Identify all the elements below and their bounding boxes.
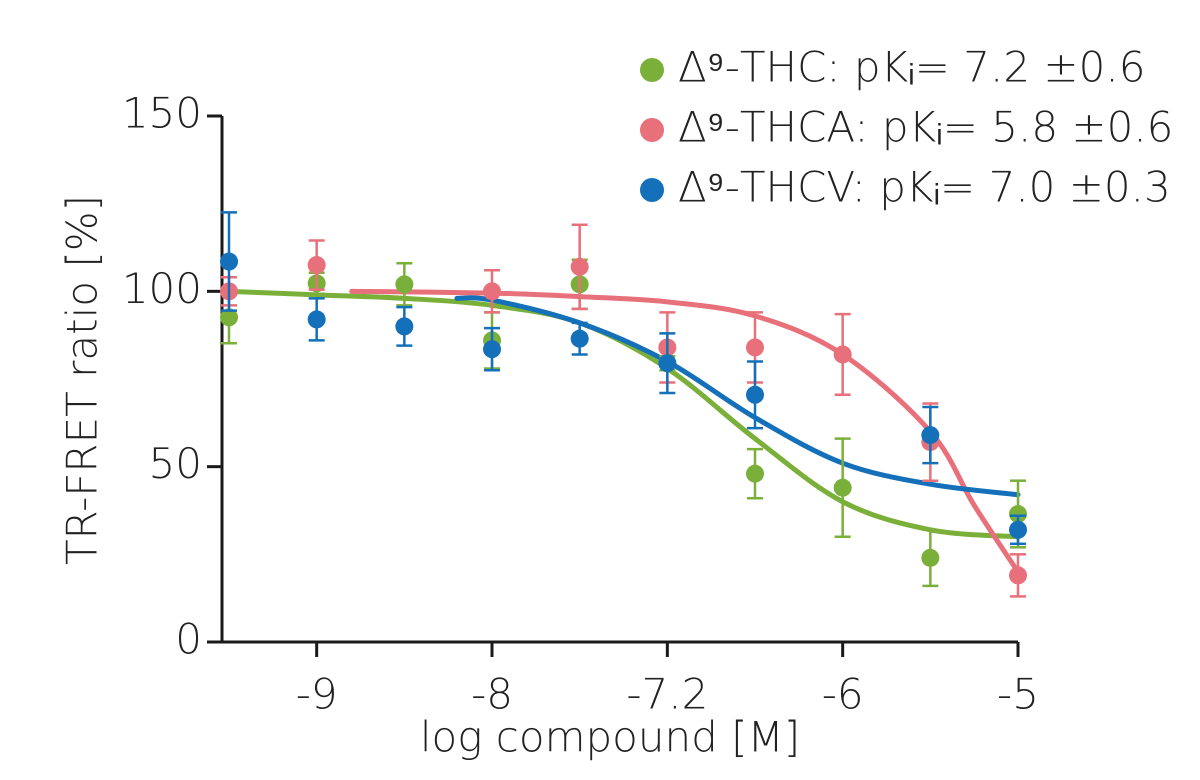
data-point: [1009, 566, 1027, 585]
data-point: [833, 345, 852, 364]
legend-marker: [640, 58, 664, 82]
fit-curve: [454, 295, 1021, 498]
data-point: [1009, 505, 1027, 524]
data-point: [570, 329, 589, 348]
data-point: [220, 252, 239, 271]
legend-label: Δ⁹-THCV: pKᵢ= 7.0 ±0.3: [678, 163, 1171, 212]
legend-label: Δ⁹-THC: pKᵢ= 7.2 ±0.6: [678, 43, 1145, 92]
data-point: [746, 464, 765, 483]
legend-label: Δ⁹-THCA: pKᵢ= 5.8 ±0.6: [678, 103, 1173, 152]
data-point: [307, 256, 326, 275]
data-point: [746, 385, 765, 404]
y-tick-label: 50: [149, 439, 202, 488]
x-tick-label: -6: [822, 670, 864, 719]
y-tick-label: 100: [122, 264, 202, 313]
legend-marker: [640, 118, 664, 142]
data-point: [833, 478, 852, 497]
data-point: [483, 340, 502, 359]
data-point: [307, 310, 326, 329]
legend-marker: [640, 178, 664, 202]
x-tick-label: -7.2: [626, 670, 708, 719]
data-point: [921, 548, 940, 567]
x-axis-label: log compound [M]: [420, 713, 800, 762]
data-point: [921, 426, 940, 445]
y-axis-label: TR-FRET ratio [%]: [58, 195, 107, 565]
y-tick-label: 150: [122, 89, 202, 138]
data-point: [658, 354, 677, 373]
y-tick-label: 0: [175, 615, 202, 664]
data-point: [395, 275, 414, 294]
data-point: [220, 308, 239, 327]
data-point: [483, 282, 502, 301]
data-point: [746, 338, 765, 357]
x-tick-label: -5: [997, 670, 1039, 719]
x-tick-label: -8: [471, 670, 513, 719]
data-point: [395, 317, 414, 336]
x-tick-label: -9: [296, 670, 338, 719]
fit-curve: [226, 288, 1021, 540]
data-point: [570, 257, 589, 276]
data-point: [1009, 520, 1027, 539]
